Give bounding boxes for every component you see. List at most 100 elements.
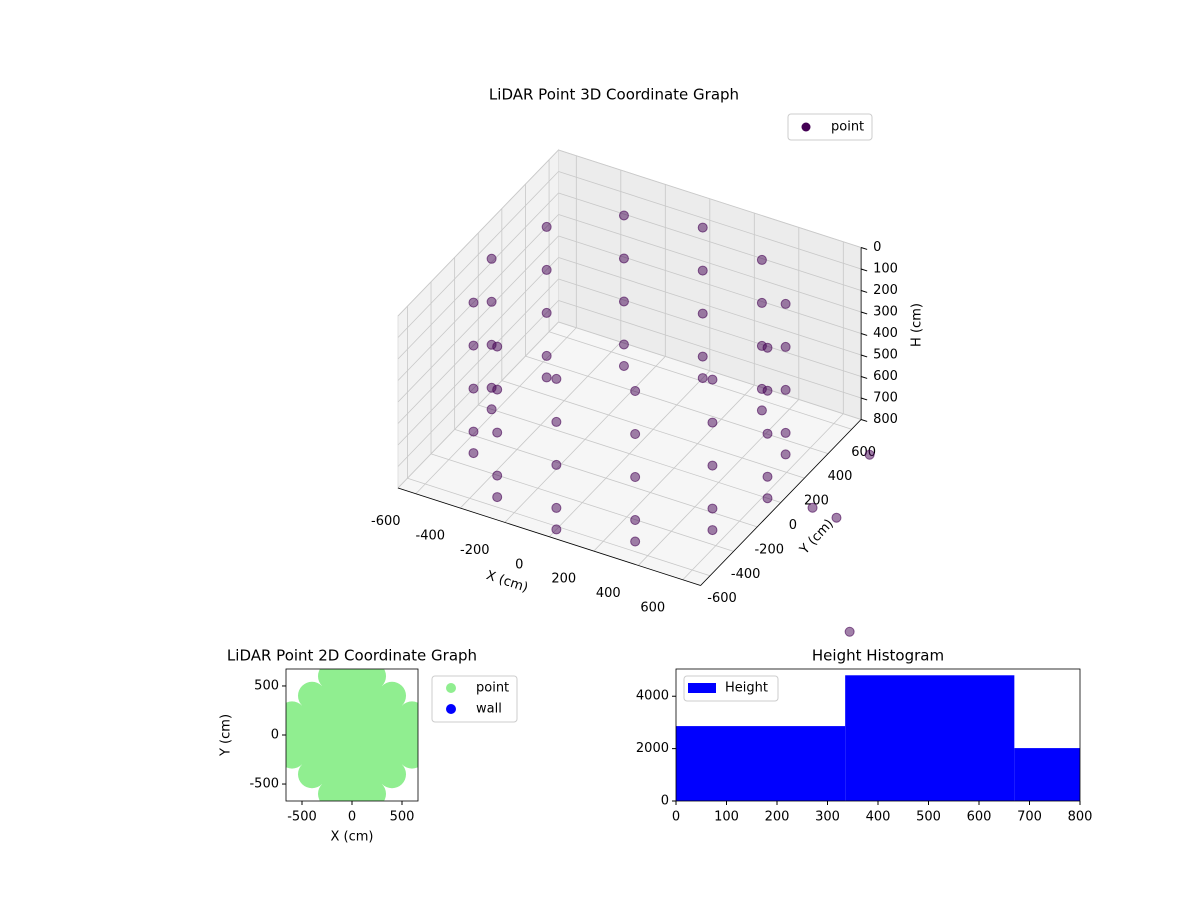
point [762, 385, 773, 396]
point [707, 460, 718, 471]
point [378, 701, 406, 730]
legend-label: point [476, 681, 509, 696]
y-tick-label: -600 [707, 591, 737, 606]
x-axis-line [397, 487, 701, 586]
grid-line [525, 355, 829, 455]
y-axis-line [700, 419, 862, 586]
grid-line [397, 171, 559, 338]
point [551, 524, 562, 535]
x-tick-label: 0 [672, 810, 680, 825]
point [707, 525, 718, 536]
point [762, 342, 773, 353]
legend-box [683, 675, 779, 702]
point [707, 374, 718, 385]
grid-line [501, 380, 805, 479]
point [780, 341, 791, 352]
point [618, 339, 629, 350]
chart-2d: -500 0 500 -500 0 500 LiDAR Point 2D Coordinat… [219, 647, 518, 845]
point [551, 416, 562, 427]
point [618, 360, 629, 371]
point [468, 448, 479, 459]
z-tick-label: 200 [873, 283, 898, 298]
point [318, 740, 346, 769]
point [541, 372, 552, 383]
point [492, 470, 503, 481]
x-tick-label: 200 [551, 572, 576, 587]
y-tick-label: 0 [789, 518, 797, 533]
x-tick-label: 0 [515, 557, 523, 572]
point [630, 515, 641, 526]
grid-line [558, 257, 862, 356]
z-tick-label: 400 [873, 326, 898, 341]
point [762, 471, 773, 482]
legend-box [787, 113, 873, 141]
y-axis-label: Y (cm) [797, 517, 837, 559]
x-tick-label: 200 [765, 810, 790, 825]
grid-line [397, 214, 559, 381]
bar [1014, 748, 1080, 801]
point [756, 297, 767, 308]
point [697, 222, 708, 233]
y-tick-label: -500 [249, 777, 279, 792]
legend-label: point [831, 120, 864, 135]
point [707, 503, 718, 514]
point [697, 351, 708, 362]
point [697, 308, 708, 319]
point [338, 701, 366, 730]
grid-line [558, 321, 862, 420]
point [807, 502, 818, 513]
point [378, 681, 406, 710]
grid-line [558, 171, 862, 270]
point [618, 296, 629, 307]
point [630, 386, 641, 397]
chart-title: Height Histogram [812, 647, 944, 665]
x-tick-label: 100 [714, 810, 739, 825]
z-tick-label: 300 [873, 305, 898, 320]
point [844, 626, 855, 637]
legend-marker [688, 683, 716, 693]
point [541, 221, 552, 232]
point [551, 502, 562, 513]
tick-mark [860, 311, 868, 315]
y-tick-label: 2000 [636, 741, 669, 756]
tick-mark [860, 354, 868, 358]
point [358, 669, 386, 691]
point [298, 681, 326, 710]
grid-line [430, 453, 734, 552]
grid-line [397, 149, 559, 317]
grid-line [558, 300, 862, 399]
x-axis-label: X (cm) [484, 568, 530, 596]
x-tick-label: 800 [1068, 810, 1093, 825]
point [756, 254, 767, 265]
grid-line [558, 278, 862, 377]
bar [676, 726, 846, 801]
point [780, 449, 791, 460]
point [630, 536, 641, 547]
point [318, 760, 346, 789]
x-tick-label: 600 [967, 810, 992, 825]
x-tick-label: 700 [1017, 810, 1042, 825]
y-tick-label: 0 [661, 794, 669, 809]
chart-histogram: 0 100 200 300 400 500 600 700 800 0 2000 4000 Height… [636, 647, 1093, 825]
z-tick-label: 500 [873, 348, 898, 363]
legend-marker [446, 683, 456, 693]
point [618, 253, 629, 264]
chart-title: LiDAR Point 3D Coordinate Graph [489, 86, 739, 104]
point [541, 307, 552, 318]
point [298, 701, 326, 730]
point [468, 340, 479, 351]
grid-line [558, 214, 862, 313]
grid-line [558, 192, 862, 291]
point [298, 760, 326, 789]
point [780, 427, 791, 438]
point [541, 350, 552, 361]
point [486, 404, 497, 415]
point [358, 721, 386, 749]
point [780, 298, 791, 309]
tick-mark [860, 247, 868, 250]
point [618, 210, 629, 221]
point [468, 297, 479, 308]
tick-mark [860, 419, 868, 422]
point [298, 721, 326, 749]
